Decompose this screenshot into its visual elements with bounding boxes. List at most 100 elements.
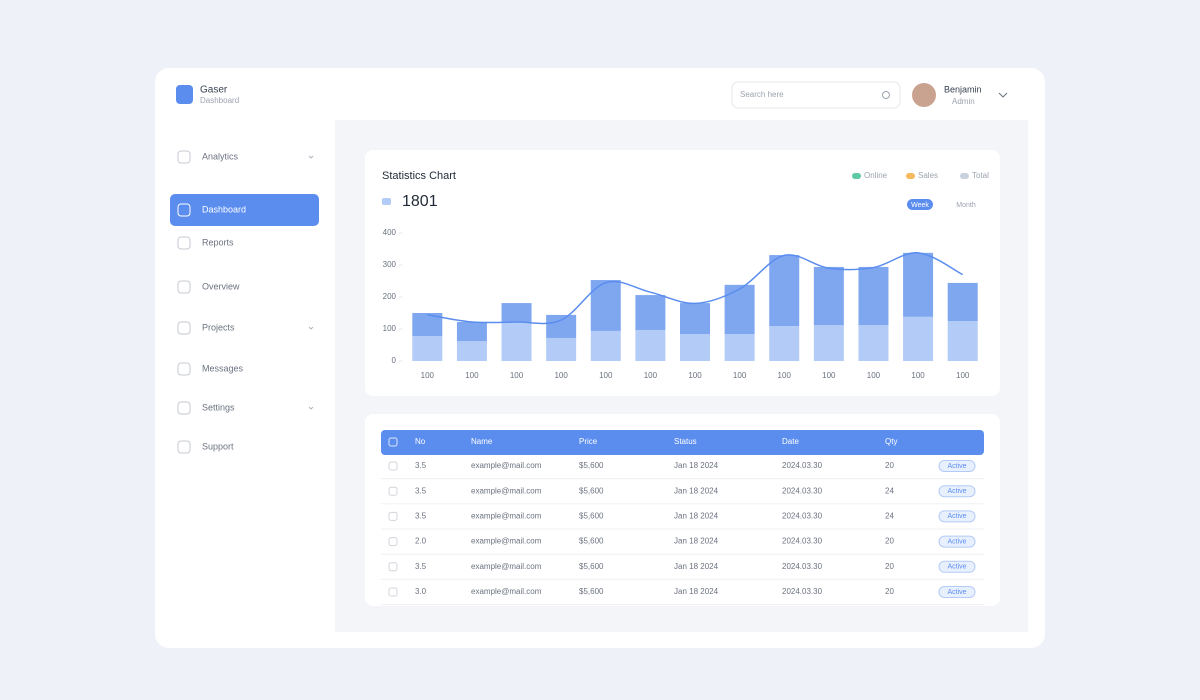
y-tick-label: 300 <box>383 260 397 269</box>
table-cell: $5,600 <box>579 486 604 495</box>
table-cell: 2024.03.30 <box>782 537 823 546</box>
table-cell: Jan 18 2024 <box>674 512 719 521</box>
nav-label[interactable]: Projects <box>202 322 235 332</box>
nav-icon <box>177 321 191 335</box>
toggle-label[interactable]: Month <box>956 202 976 209</box>
legend-label: Online <box>864 171 888 180</box>
nav-icon <box>177 150 191 164</box>
table-cell: $5,600 <box>579 587 604 596</box>
table-cell: 24 <box>885 486 894 495</box>
nav-icon <box>177 236 191 250</box>
legend-swatch <box>906 173 915 179</box>
nav-chevron <box>308 406 314 410</box>
x-tick-label: 100 <box>956 371 970 380</box>
bar-segment <box>456 321 487 342</box>
x-tick-label: 100 <box>911 371 925 380</box>
table-cell: Jan 18 2024 <box>674 461 719 470</box>
x-tick-label: 100 <box>465 371 479 380</box>
table-cell: 3.5 <box>415 486 427 495</box>
avatar[interactable] <box>912 83 936 107</box>
row-checkbox[interactable] <box>388 461 398 471</box>
status-badge <box>938 485 976 498</box>
table-cell: $5,600 <box>579 461 604 470</box>
nav-label[interactable]: Messages <box>202 363 244 373</box>
table-cell: Jan 18 2024 <box>674 486 719 495</box>
x-tick-label: 100 <box>554 371 568 380</box>
x-tick-label: 100 <box>599 371 613 380</box>
bar-segment <box>456 341 487 361</box>
table-card <box>365 414 1000 606</box>
bar-segment <box>680 303 710 335</box>
status-label: Active <box>947 589 966 596</box>
bar-segment <box>813 266 844 326</box>
column-header: Price <box>579 437 598 446</box>
toggle-label[interactable]: Week <box>911 202 929 209</box>
legend-label: Total <box>972 171 989 180</box>
status-label: Active <box>947 463 966 470</box>
bar-segment <box>903 252 934 317</box>
table-cell: 3.0 <box>415 587 427 596</box>
nav-label[interactable]: Overview <box>202 281 240 291</box>
table-cell: 3.5 <box>415 512 427 521</box>
table-cell: 2024.03.30 <box>782 486 823 495</box>
bar-segment <box>635 295 666 330</box>
table-cell: $5,600 <box>579 512 604 521</box>
column-header: Name <box>471 437 493 446</box>
row-checkbox[interactable] <box>388 511 398 521</box>
x-tick-label: 100 <box>778 371 792 380</box>
y-tick-label: 0 <box>392 356 397 365</box>
x-tick-label: 100 <box>510 371 524 380</box>
nav-icon <box>177 280 191 294</box>
nav-icon <box>177 440 191 454</box>
y-tick-label: 400 <box>383 228 397 237</box>
table-cell: 20 <box>885 587 894 596</box>
tagline: Dashboard <box>200 96 239 105</box>
y-tick-label: 200 <box>383 292 397 301</box>
nav-label[interactable]: Reports <box>202 237 234 247</box>
status-badge <box>938 586 976 598</box>
table-cell: 24 <box>885 512 894 521</box>
x-tick-label: 100 <box>421 371 435 380</box>
row-checkbox[interactable] <box>388 587 398 597</box>
search-box[interactable] <box>731 81 901 109</box>
bar-segment <box>412 336 443 361</box>
header-checkbox[interactable] <box>388 437 398 447</box>
x-tick-label: 100 <box>822 371 836 380</box>
table-cell: example@mail.com <box>471 512 542 521</box>
status-badge <box>938 560 976 573</box>
x-tick-label: 100 <box>733 371 747 380</box>
table-cell: $5,600 <box>579 537 604 546</box>
bar-segment <box>858 325 889 361</box>
bar-segment <box>412 313 443 337</box>
table-cell: 20 <box>885 461 894 470</box>
table-cell: Jan 18 2024 <box>674 587 719 596</box>
status-badge <box>938 460 976 472</box>
x-tick-label: 100 <box>688 371 702 380</box>
table-cell: $5,600 <box>579 562 604 571</box>
table-cell: 3.5 <box>415 562 427 571</box>
row-checkbox[interactable] <box>388 537 398 547</box>
bar-segment <box>546 314 577 338</box>
bar-segment <box>903 316 934 361</box>
row-checkbox[interactable] <box>388 562 398 572</box>
bar-segment <box>858 266 889 326</box>
bar-segment <box>635 329 666 361</box>
nav-label[interactable]: Support <box>202 441 234 451</box>
bar-segment <box>680 334 710 361</box>
nav-label[interactable]: Analytics <box>202 151 239 161</box>
nav-label[interactable]: Dashboard <box>202 204 246 214</box>
chart-title: Statistics Chart <box>382 170 456 182</box>
nav-chevron <box>308 155 314 159</box>
user-role: Admin <box>952 97 975 106</box>
bar-segment <box>590 280 621 331</box>
bar-segment <box>501 303 532 322</box>
nav-label[interactable]: Settings <box>202 402 235 412</box>
summary-value: 1801 <box>402 193 438 210</box>
status-label: Active <box>947 513 966 520</box>
logo <box>176 85 193 104</box>
legend-swatch <box>852 173 861 179</box>
row-checkbox[interactable] <box>388 486 398 496</box>
user-menu-chevron[interactable] <box>998 92 1008 98</box>
table-cell: example@mail.com <box>471 562 542 571</box>
